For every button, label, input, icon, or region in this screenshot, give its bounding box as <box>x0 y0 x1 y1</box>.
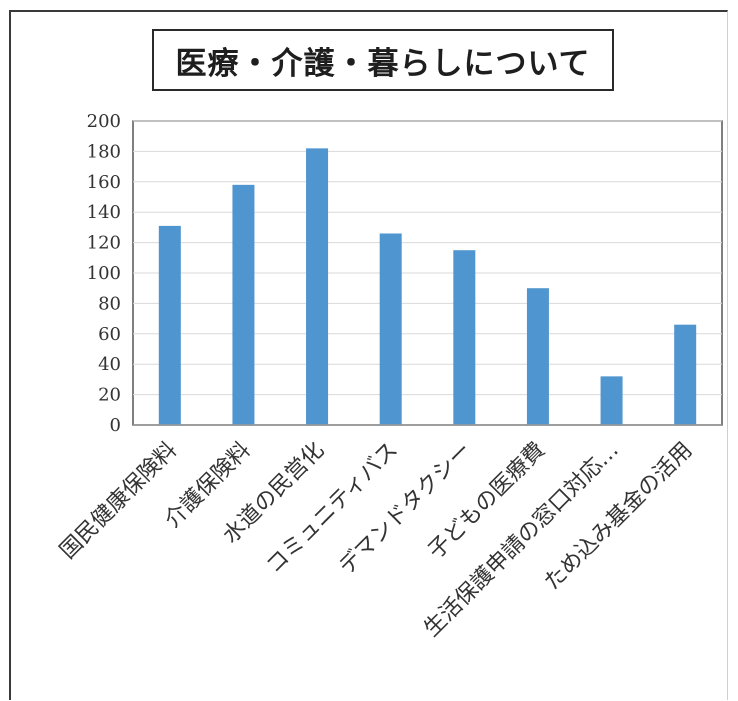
bar-6 <box>526 288 549 425</box>
y-tick-label: 20 <box>98 385 121 406</box>
x-axis-labels: 国民健康保険料介護保険料水道の民営化コミュニティバスデマンドタクシー子どもの医療… <box>55 438 697 642</box>
bar-3 <box>306 148 329 426</box>
bar-4 <box>379 233 402 425</box>
page-frame <box>9 10 728 700</box>
bar-1 <box>158 225 181 425</box>
y-tick-label: 60 <box>98 324 121 345</box>
gridlines <box>133 120 722 396</box>
bar-8 <box>674 324 697 425</box>
chart-title-box: 医療・介護・暮らしについて <box>152 29 614 91</box>
bar-2 <box>232 184 255 425</box>
y-tick-label: 40 <box>98 354 121 375</box>
bar-5 <box>453 250 476 425</box>
y-axis-ticks: 0 20 40 60 80 100 120 140 160 180 200 <box>87 111 121 436</box>
bars <box>158 148 697 426</box>
chart-title: 医療・介護・暮らしについて <box>175 45 591 82</box>
y-tick-label: 120 <box>87 233 121 254</box>
y-tick-label: 140 <box>87 202 121 223</box>
y-tick-label: 80 <box>98 293 121 314</box>
x-category-label: 国民健康保険料 <box>55 438 182 565</box>
y-tick-label: 0 <box>110 415 121 436</box>
x-category-label: ため込み基金の活用 <box>540 438 698 596</box>
y-tick-label: 100 <box>87 263 121 284</box>
y-tick-label: 160 <box>87 172 121 193</box>
y-tick-label: 200 <box>87 111 121 132</box>
x-category-label: コミュニティバス <box>262 438 403 579</box>
bar-7 <box>600 376 623 425</box>
y-tick-label: 180 <box>87 141 121 162</box>
x-category-label: デマンドタクシー <box>334 438 476 580</box>
